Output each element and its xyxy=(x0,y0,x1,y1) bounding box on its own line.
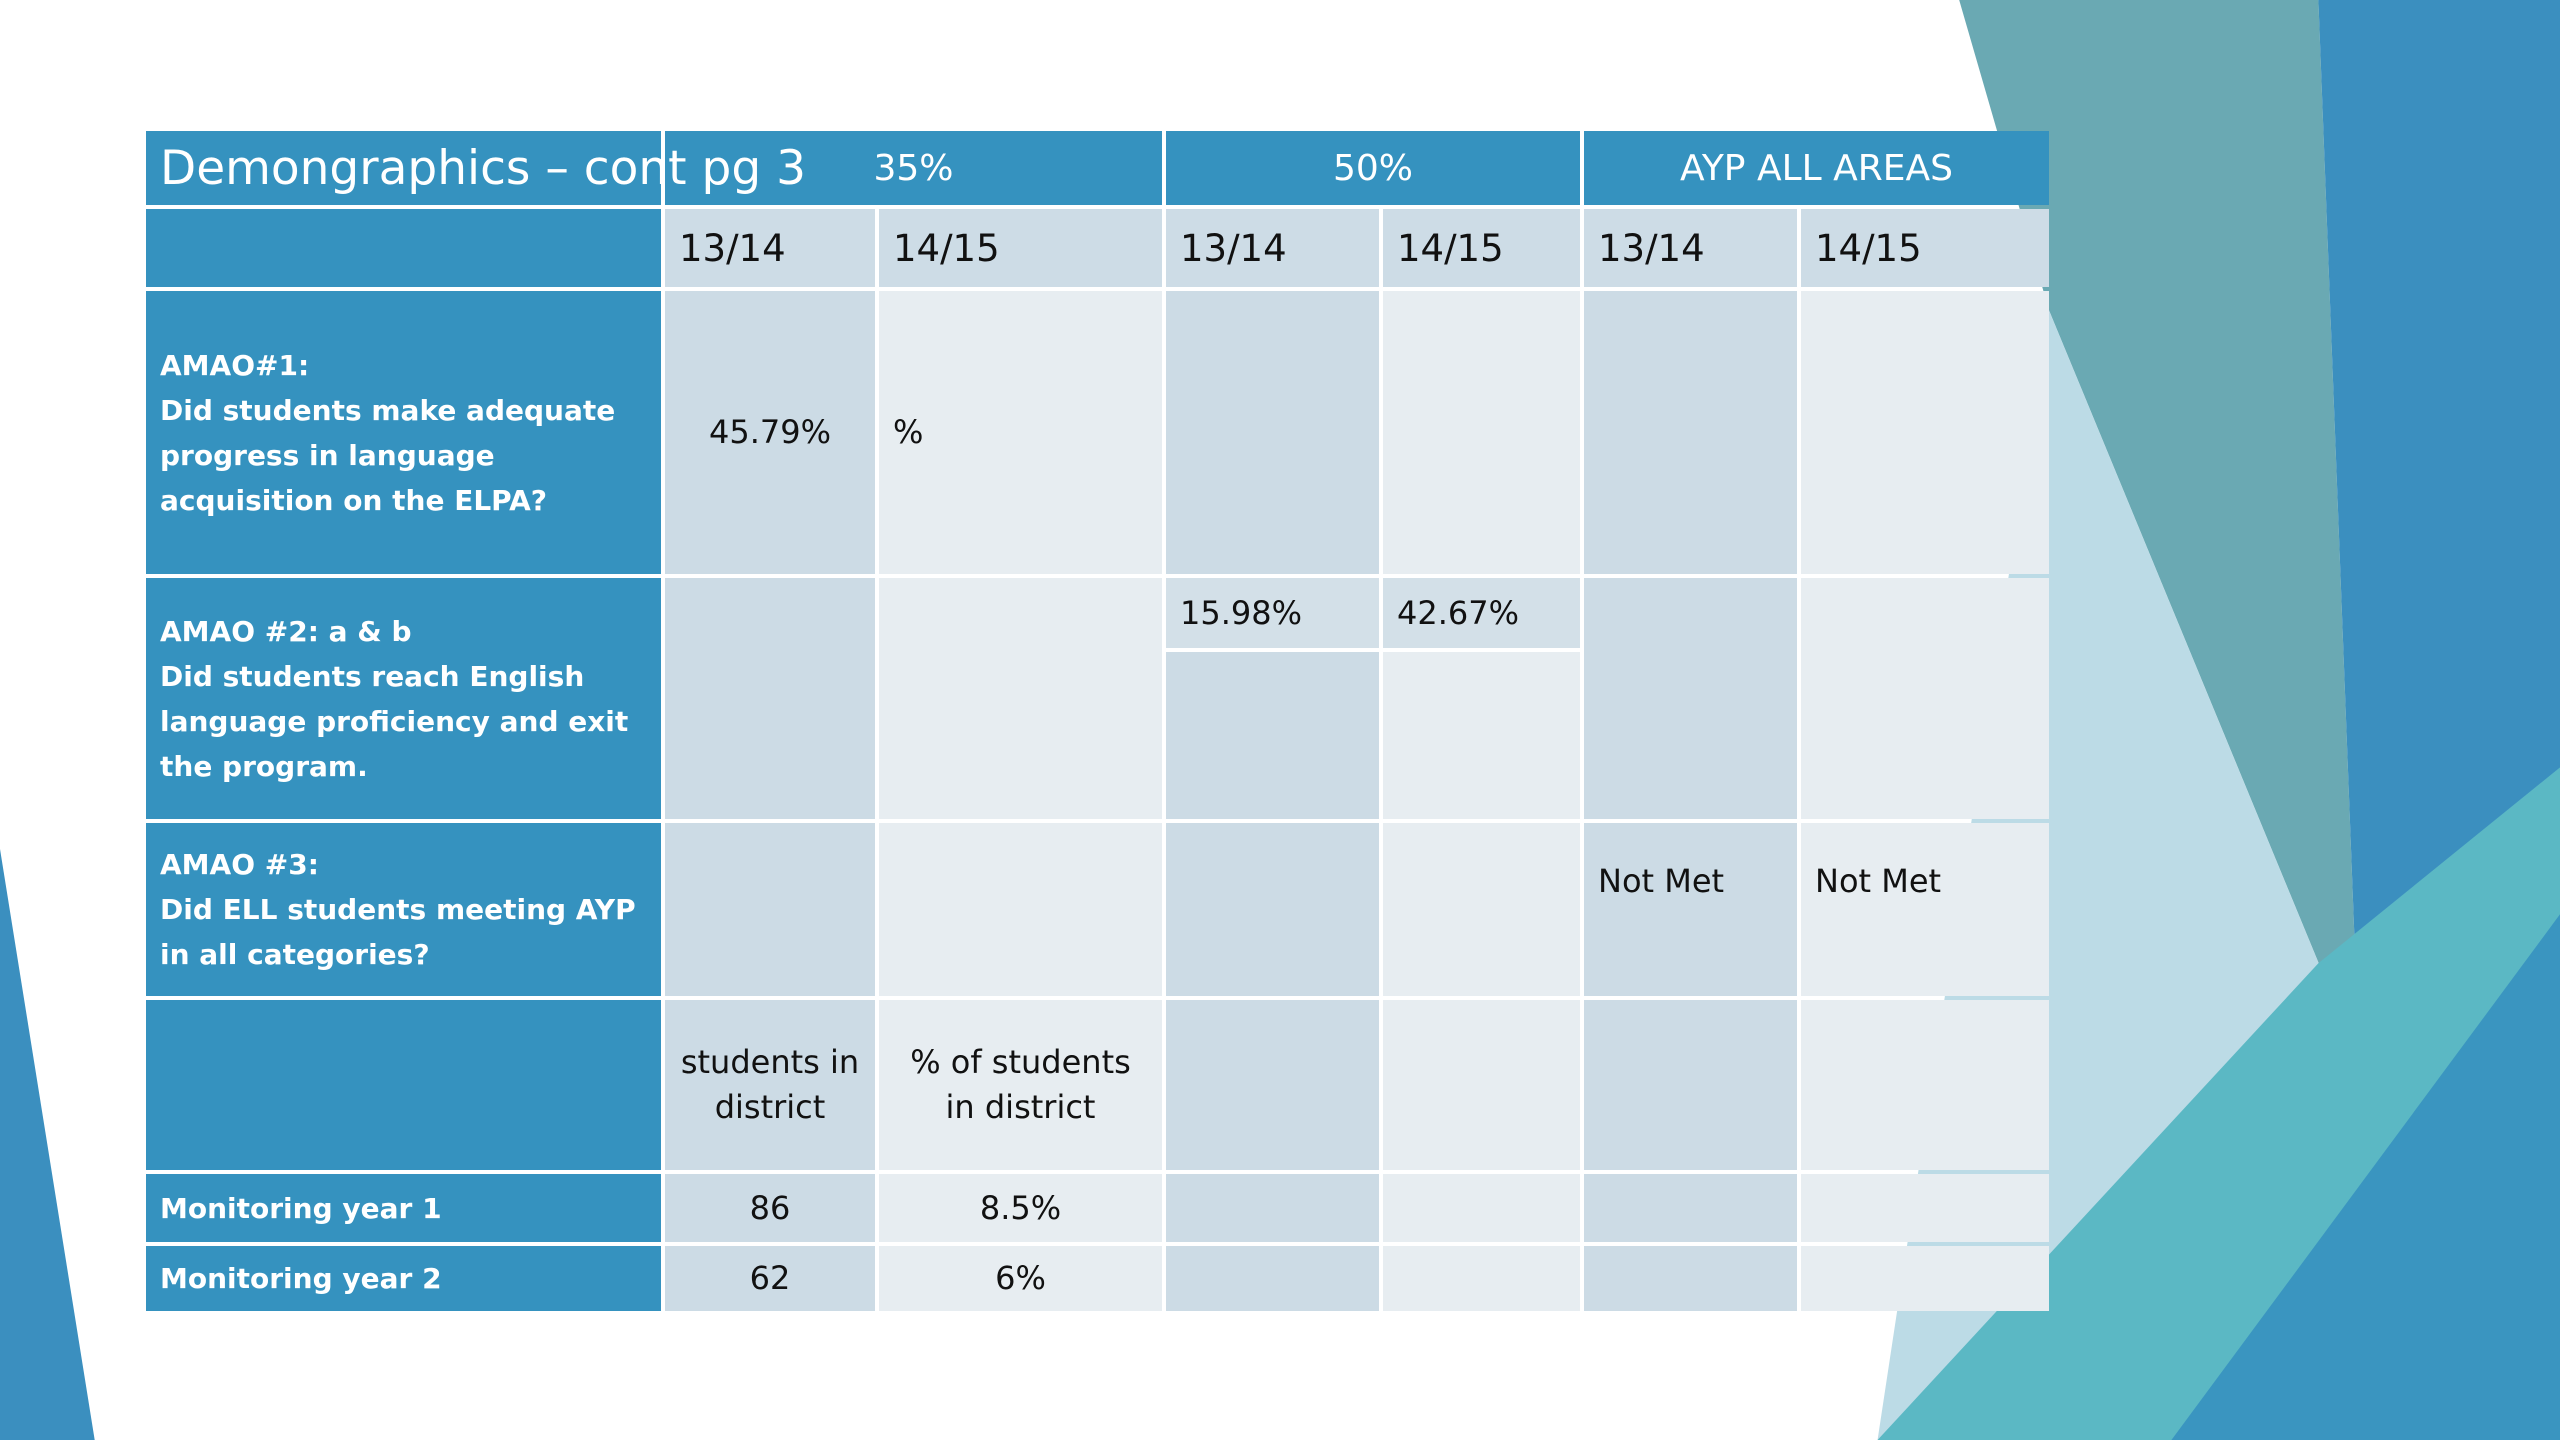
subheader-cell: 14/15 xyxy=(1383,209,1580,287)
data-cell xyxy=(665,578,875,819)
title-cell: Demongraphics – cont pg 3 xyxy=(146,131,806,205)
row-label: AMAO #2: a & b Did students reach English… xyxy=(146,578,661,819)
row-label-line: Monitoring year 2 xyxy=(160,1262,442,1295)
cell-text: 62 xyxy=(749,1259,791,1297)
cell-text: Not Met xyxy=(1598,862,1725,900)
data-cell xyxy=(1584,1246,1797,1311)
data-cell xyxy=(1166,291,1379,574)
data-cell xyxy=(1166,823,1379,996)
data-cell xyxy=(1584,1000,1797,1170)
subheader-text: 13/14 xyxy=(1180,226,1287,270)
data-cell xyxy=(879,578,1162,819)
cell-text: 6% xyxy=(995,1259,1046,1297)
data-cell xyxy=(1584,578,1797,819)
data-cell: 8.5% xyxy=(879,1174,1162,1242)
data-cell xyxy=(1383,1174,1580,1242)
data-cell: students in district xyxy=(665,1000,875,1170)
cell-text: 15.98% xyxy=(1180,593,1303,632)
data-cell xyxy=(1166,1246,1379,1311)
cell-text: students in district xyxy=(680,1043,860,1126)
data-cell: % of students in district xyxy=(879,1000,1162,1170)
group-header-text: 35% xyxy=(873,147,954,189)
cell-text: % xyxy=(893,413,924,451)
group-header: AYP ALL AREAS xyxy=(1584,131,2049,205)
data-cell xyxy=(1801,1174,2049,1242)
subheader-cell: 14/15 xyxy=(1801,209,2049,287)
subheader-text: 14/15 xyxy=(893,226,1000,270)
subheader-text: 14/15 xyxy=(1815,226,1922,270)
subheader-cell: 13/14 xyxy=(1584,209,1797,287)
data-cell xyxy=(1166,1000,1379,1170)
subheader-label xyxy=(146,209,661,287)
group-header-text: AYP ALL AREAS xyxy=(1679,147,1954,189)
subheader-cell: 14/15 xyxy=(879,209,1162,287)
row-label-line: Did students reach English language prof… xyxy=(160,659,629,783)
data-cell: 6% xyxy=(879,1246,1162,1311)
data-cell xyxy=(665,823,875,996)
row-label-line: Monitoring year 1 xyxy=(160,1191,442,1225)
data-cell xyxy=(1801,578,2049,819)
group-header: 35% xyxy=(665,131,1162,205)
data-cell xyxy=(1383,652,1580,819)
data-cell xyxy=(1166,652,1379,819)
cell-text: 8.5% xyxy=(979,1188,1062,1227)
row-label-line: Did students make adequate progress in l… xyxy=(160,393,616,517)
data-cell: % xyxy=(879,291,1162,574)
row-label-line: AMAO#1: xyxy=(160,348,310,382)
cell-text: 42.67% xyxy=(1397,593,1520,632)
data-cell: 45.79% xyxy=(665,291,875,574)
data-cell: 86 xyxy=(665,1174,875,1242)
subheader-text: 13/14 xyxy=(1598,226,1705,270)
row-label xyxy=(146,1000,661,1170)
row-label-line: Did ELL students meeting AYP in all cate… xyxy=(160,893,636,971)
row-label: Monitoring year 1 xyxy=(146,1174,661,1242)
data-cell xyxy=(1383,1246,1580,1311)
data-cell xyxy=(1383,1000,1580,1170)
data-cell: Not Met xyxy=(1584,823,1797,996)
data-cell xyxy=(1383,291,1580,574)
data-cell: 15.98% xyxy=(1166,578,1379,648)
data-cell: 42.67% xyxy=(1383,578,1580,648)
data-cell xyxy=(1166,1174,1379,1242)
group-header: 50% xyxy=(1166,131,1580,205)
data-cell: Not Met xyxy=(1801,823,2049,996)
row-label-line: AMAO #2: a & b xyxy=(160,614,412,648)
row-label: AMAO #3: Did ELL students meeting AYP in … xyxy=(146,823,661,996)
cell-text: 86 xyxy=(749,1188,791,1227)
subheader-text: 13/14 xyxy=(679,226,786,270)
group-header-text: 50% xyxy=(1332,147,1413,189)
data-cell xyxy=(1584,1174,1797,1242)
subheader-text: 14/15 xyxy=(1397,226,1504,270)
data-cell xyxy=(1801,291,2049,574)
cell-text: % of students in district xyxy=(910,1043,1131,1126)
data-cell: 62 xyxy=(665,1246,875,1311)
cell-text: Not Met xyxy=(1815,862,1942,900)
data-cell xyxy=(1383,823,1580,996)
subheader-cell: 13/14 xyxy=(665,209,875,287)
row-label-line: AMAO #3: xyxy=(160,848,319,881)
slide-title: Demongraphics – cont pg 3 xyxy=(160,140,807,196)
subheader-cell: 13/14 xyxy=(1166,209,1379,287)
cell-text: 45.79% xyxy=(708,413,831,451)
data-cell xyxy=(1801,1000,2049,1170)
data-cell xyxy=(879,823,1162,996)
row-label: Monitoring year 2 xyxy=(146,1246,661,1311)
row-label: AMAO#1: Did students make adequate progre… xyxy=(146,291,661,574)
data-cell xyxy=(1801,1246,2049,1311)
data-cell xyxy=(1584,291,1797,574)
